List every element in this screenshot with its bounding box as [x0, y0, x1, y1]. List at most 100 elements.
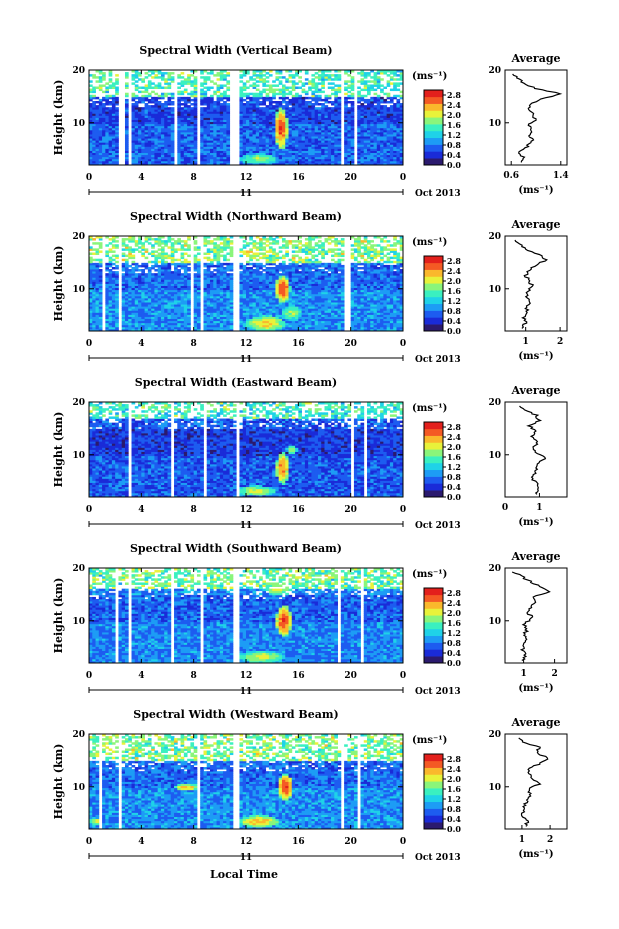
heatmap-cell [108, 144, 113, 147]
heatmap-cell [242, 138, 247, 141]
heatmap-cell [111, 82, 116, 85]
heatmap-cell [216, 129, 221, 133]
heatmap-cell [190, 160, 195, 164]
heatmap-cell [200, 111, 204, 114]
heatmap-cell [360, 94, 365, 98]
heatmap-cell [265, 109, 270, 112]
heatmap-cell [193, 140, 198, 143]
heatmap-cell [134, 136, 139, 139]
heatmap-cell [239, 100, 244, 104]
heatmap-cell [177, 158, 181, 162]
heatmap-cell [210, 119, 214, 123]
heatmap-cell [115, 140, 119, 143]
heatmap-cell [249, 160, 253, 164]
heatmap-cell [200, 82, 204, 85]
heatmap-cell [164, 107, 168, 110]
heatmap-cell [95, 96, 100, 100]
heatmap-cell [278, 88, 283, 92]
heatmap-cell [170, 113, 175, 116]
heatmap-cell [259, 76, 263, 79]
heatmap-cell [138, 162, 142, 166]
heatmap-cell [115, 160, 119, 164]
heatmap-cell [246, 111, 250, 114]
heatmap-cell [190, 117, 195, 120]
heatmap-cell [180, 119, 185, 123]
heatmap-cell [151, 105, 155, 108]
heatmap-cell [304, 90, 309, 94]
heatmap-cell [128, 264, 132, 268]
heatmap-cell [138, 100, 142, 104]
heatmap-cell [177, 111, 181, 114]
heatmap-cell [144, 154, 149, 158]
heatmap-cell [164, 148, 168, 151]
heatmap-cell [102, 113, 106, 116]
heatmap-cell [131, 109, 136, 112]
heatmap-cell [317, 107, 322, 110]
heatmap-cell [144, 121, 149, 125]
heatmap-cell [367, 98, 371, 102]
heatmap-cell [216, 72, 221, 75]
heatmap-cell [160, 107, 165, 110]
heatmap-cell [115, 148, 119, 151]
heatmap-cell [347, 100, 352, 104]
heatmap-cell [183, 90, 188, 94]
heatmap-cell [265, 152, 270, 156]
heatmap-cell [177, 134, 181, 137]
heatmap-cell [131, 148, 136, 151]
heatmap-cell [213, 117, 217, 120]
heatmap-cell [262, 117, 267, 120]
heatmap-cell [219, 129, 224, 133]
heatmap-cell [213, 129, 217, 133]
heatmap-cell [111, 148, 116, 151]
heatmap-cell [203, 125, 208, 129]
heatmap-cell [160, 148, 165, 151]
heatmap-cell [151, 142, 155, 145]
heatmap-cell [187, 160, 191, 164]
heatmap-cell [206, 72, 211, 75]
heatmap-cell [102, 160, 106, 164]
heatmap-cell [170, 162, 175, 166]
heatmap-cell [187, 144, 191, 147]
heatmap-cell [239, 88, 244, 92]
heatmap-cell [183, 80, 188, 83]
heatmap-cell [138, 74, 142, 77]
heatmap-cell [223, 134, 227, 137]
heatmap-cell [144, 131, 149, 135]
heatmap-cell [154, 125, 159, 129]
colorbar-tick-label: 2.0 [447, 110, 461, 120]
heatmap-cell [301, 88, 306, 92]
heatmap-cell [157, 117, 162, 120]
heatmap-cell [259, 115, 263, 118]
heatmap-cell [380, 105, 384, 108]
heatmap-cell [89, 129, 93, 133]
heatmap-cell [111, 138, 116, 141]
heatmap-cell [249, 76, 253, 79]
heatmap-cell [249, 109, 253, 112]
heatmap-cell [108, 131, 113, 135]
heatmap-cell [265, 156, 270, 160]
heatmap-cell [187, 260, 191, 264]
heatmap-cell [124, 150, 129, 154]
heatmap-cell [92, 88, 96, 92]
heatmap-cell [115, 136, 119, 139]
heatmap-cell [151, 82, 155, 85]
heatmap-cell [203, 90, 208, 94]
heatmap-cell [249, 134, 253, 137]
heatmap-cell [131, 142, 136, 145]
colorbar-tick-label: 1.2 [447, 130, 461, 140]
heatmap-cell [389, 88, 394, 92]
heatmap-cell [95, 262, 100, 266]
heatmap-cell [160, 78, 165, 81]
heatmap-cell [134, 105, 139, 108]
heatmap-cell [95, 100, 100, 104]
heatmap-cell [193, 88, 198, 92]
heatmap-cell [157, 162, 162, 166]
heatmap-cell [246, 107, 250, 110]
heatmap-cell [252, 111, 257, 114]
heatmap-cell [187, 140, 191, 143]
heatmap-cell [196, 246, 201, 249]
heatmap-cell [239, 74, 244, 77]
heatmap-cell [255, 88, 260, 92]
heatmap-cell [151, 156, 155, 160]
